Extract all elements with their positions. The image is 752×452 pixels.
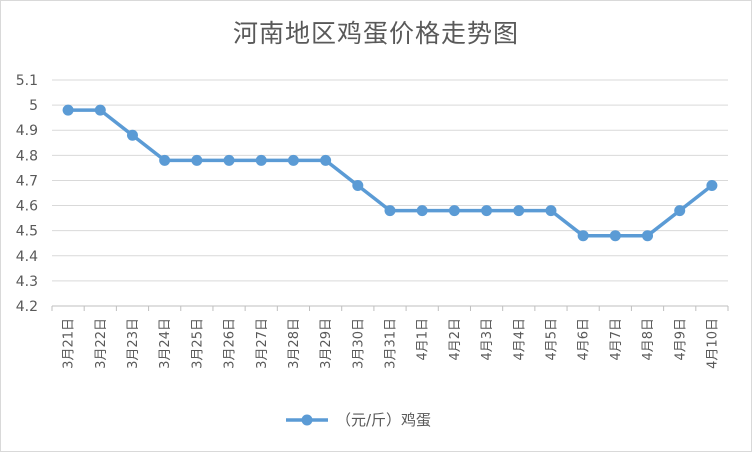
- x-tick-label: 4月10日: [705, 318, 720, 369]
- legend-marker: [301, 414, 313, 426]
- chart-title: 河南地区鸡蛋价格走势图: [232, 19, 519, 48]
- data-point: [481, 205, 493, 217]
- series-line-layer: [68, 108, 713, 238]
- x-tick-label: 4月4日: [512, 318, 527, 361]
- y-tick-label: 5.1: [16, 73, 38, 89]
- data-point: [255, 154, 267, 166]
- data-point: [126, 129, 138, 141]
- series-points: [62, 104, 718, 242]
- data-point: [448, 205, 460, 217]
- x-tick-label: 3月31日: [384, 318, 399, 369]
- x-tick-label: 4月7日: [609, 318, 624, 361]
- data-point: [287, 154, 299, 166]
- y-tick-label: 4.2: [16, 299, 38, 315]
- axes: [51, 305, 729, 311]
- x-tick-label: 3月30日: [351, 318, 366, 369]
- y-tick-label: 4.5: [16, 224, 38, 240]
- x-tick-label: 4月8日: [641, 318, 656, 361]
- x-tick-label: 3月21日: [62, 318, 77, 369]
- legend-label: （元/斤）鸡蛋: [336, 411, 431, 429]
- x-tick-label: 4月9日: [673, 318, 688, 361]
- data-point: [320, 154, 332, 166]
- x-tick-label: 4月5日: [545, 318, 560, 361]
- data-point: [223, 154, 235, 166]
- data-point: [159, 154, 171, 166]
- data-point: [384, 205, 396, 217]
- x-tick-label: 3月27日: [255, 318, 270, 369]
- data-point: [94, 104, 106, 116]
- data-point: [609, 230, 621, 242]
- x-tick-label: 3月24日: [158, 318, 173, 369]
- y-tick-label: 4.4: [16, 249, 38, 265]
- x-tick-label: 3月23日: [126, 318, 141, 369]
- y-tick-label: 4.6: [16, 199, 38, 215]
- y-tick-label: 5: [29, 98, 38, 114]
- data-point: [416, 205, 428, 217]
- y-tick-labels: 5.1 5 4.9 4.8 4.7 4.6 4.5 4.4 4.3 4.2: [16, 73, 38, 315]
- y-tick-label: 4.9: [16, 123, 38, 139]
- data-point: [577, 230, 589, 242]
- data-point: [191, 154, 203, 166]
- series-line: [68, 108, 713, 238]
- x-tick-label: 4月3日: [480, 318, 495, 361]
- legend: （元/斤）鸡蛋: [286, 411, 431, 429]
- data-point: [352, 179, 364, 191]
- x-tick-label: 4月6日: [577, 318, 592, 361]
- y-tick-label: 4.3: [16, 274, 38, 290]
- data-point: [545, 205, 557, 217]
- x-tick-label: 3月28日: [287, 318, 302, 369]
- data-point: [706, 179, 718, 191]
- x-tick-label: 3月26日: [223, 318, 238, 369]
- y-tick-label: 4.8: [16, 148, 38, 164]
- x-tick-label: 3月22日: [94, 318, 109, 369]
- x-tick-labels: 3月21日 3月22日 3月23日 3月24日 3月25日 3月26日 3月27日 3月28日…: [62, 318, 721, 369]
- x-tick-label: 4月2日: [448, 318, 463, 361]
- gridlines: [52, 79, 728, 282]
- x-tick-label: 3月25日: [190, 318, 205, 369]
- data-point: [62, 104, 74, 116]
- x-tick-label: 4月1日: [416, 318, 431, 361]
- x-tick-label: 3月29日: [319, 318, 334, 369]
- data-point: [513, 205, 525, 217]
- data-point: [642, 230, 654, 242]
- y-tick-label: 4.7: [16, 173, 38, 189]
- data-point: [674, 205, 686, 217]
